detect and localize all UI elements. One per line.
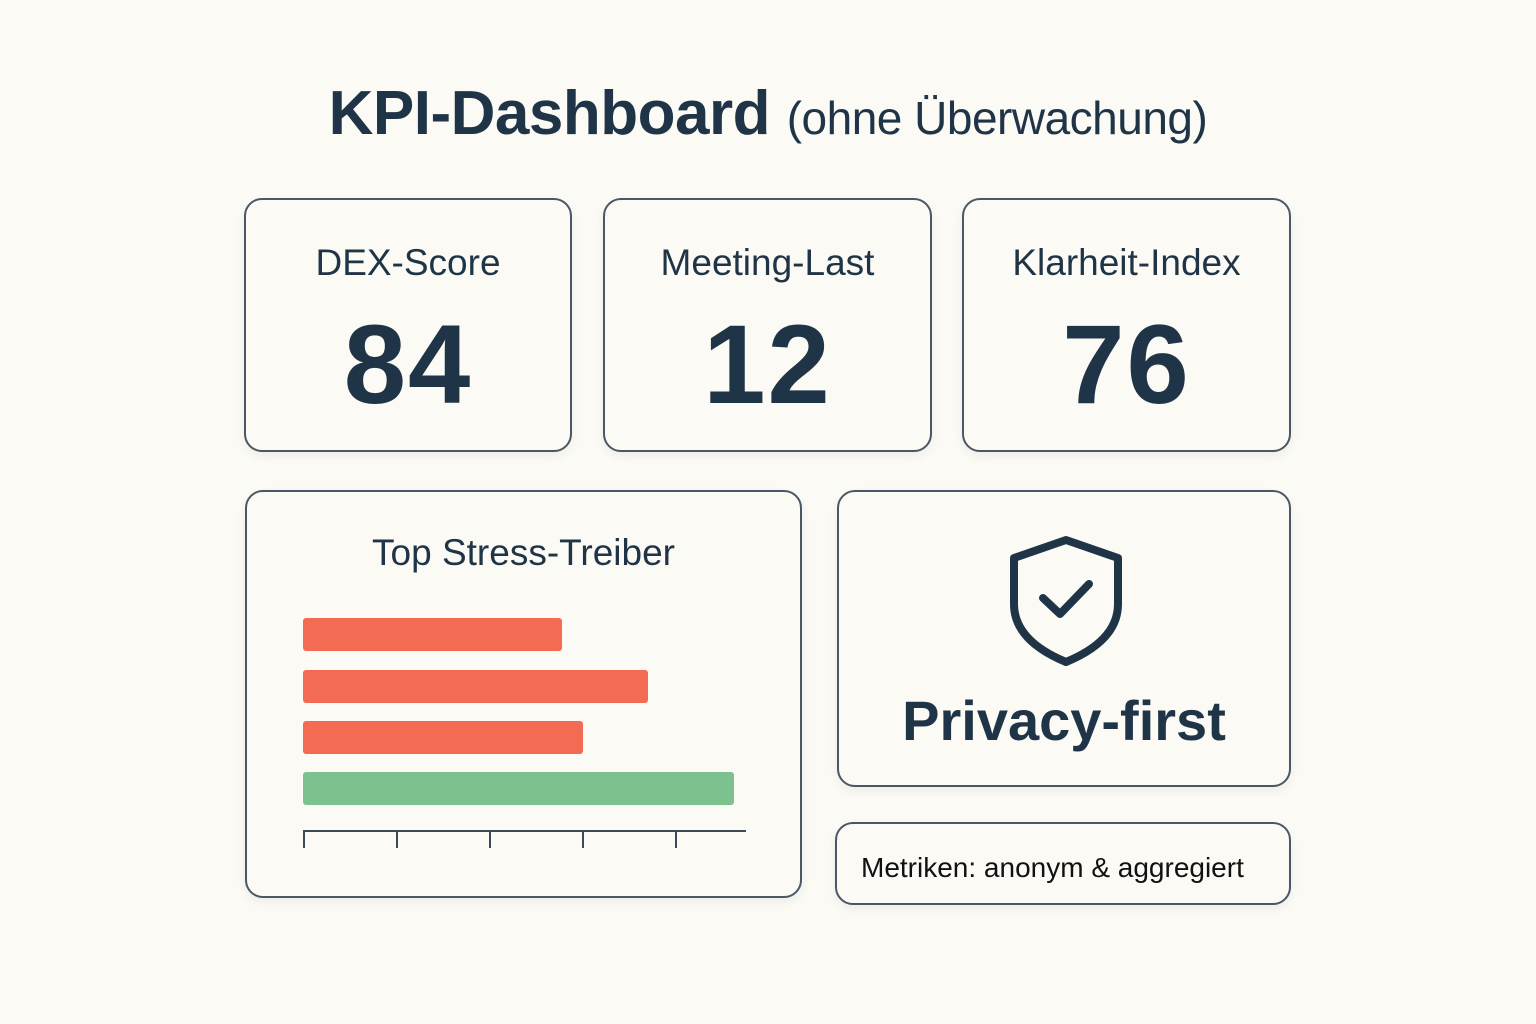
x-axis-tick [582,830,584,848]
kpi-label: Klarheit-Index [1012,242,1241,283]
metrics-note: Metriken: anonym & aggregiert [835,822,1291,905]
x-axis-tick [675,830,677,848]
x-axis-tick [303,830,305,848]
kpi-value: 12 [703,302,832,427]
x-axis-tick [489,830,491,848]
privacy-panel: Privacy-first [837,490,1291,787]
title-subtitle: (ohne Überwachung) [786,92,1208,144]
privacy-label: Privacy-first [902,689,1226,752]
kpi-card-dex-score: DEX-Score 84 [244,198,572,452]
stress-drivers-panel: Top Stress-Treiber [245,490,802,898]
kpi-card-klarheit-index: Klarheit-Index 76 [962,198,1291,452]
shield-check-icon [1010,536,1122,666]
bar-1 [303,618,562,651]
chart-title: Top Stress-Treiber [372,532,675,573]
bar-3 [303,721,583,754]
x-axis-tick [396,830,398,848]
bar-4 [303,772,734,805]
x-axis [303,830,746,832]
metrics-note-text: Metriken: anonym & aggregiert [861,852,1244,883]
page-title: KPI-Dashboard (ohne Überwachung) [0,78,1536,149]
kpi-label: Meeting-Last [660,242,875,283]
kpi-label: DEX-Score [315,242,501,283]
bar-2 [303,670,648,703]
title-main: KPI-Dashboard [328,79,771,148]
kpi-value: 76 [1062,302,1191,427]
kpi-card-meeting-last: Meeting-Last 12 [603,198,932,452]
kpi-value: 84 [343,302,473,427]
